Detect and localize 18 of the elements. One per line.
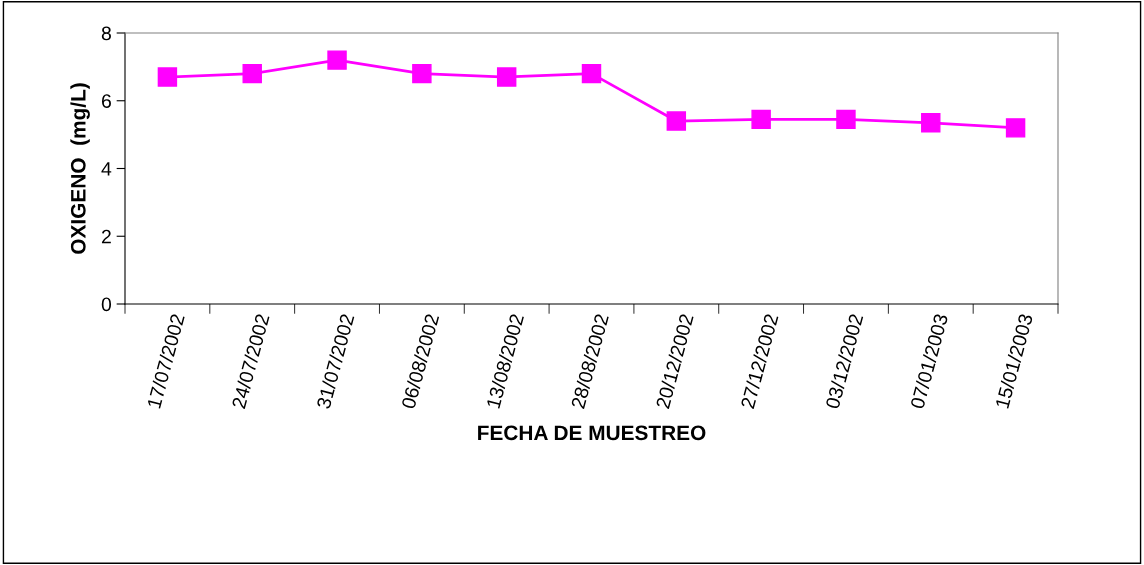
point	[242, 63, 262, 84]
point	[666, 111, 687, 131]
point	[751, 109, 771, 130]
y-tick-label: 0	[101, 297, 112, 312]
point	[157, 67, 178, 87]
point	[836, 109, 856, 130]
point	[496, 67, 517, 87]
point	[921, 113, 941, 133]
y-axis-title: OXIGENO (mg/L)	[70, 83, 90, 254]
point	[1005, 118, 1026, 138]
point	[327, 50, 347, 70]
y-tick-label: 8	[101, 26, 111, 41]
point	[412, 63, 432, 84]
y-tick-label: 2	[101, 229, 111, 244]
y-tick-label: 6	[101, 94, 111, 108]
y-tick-label: 4	[101, 162, 112, 176]
point	[581, 63, 602, 84]
x-axis-title: FECHA DE MUESTREO	[478, 425, 706, 441]
